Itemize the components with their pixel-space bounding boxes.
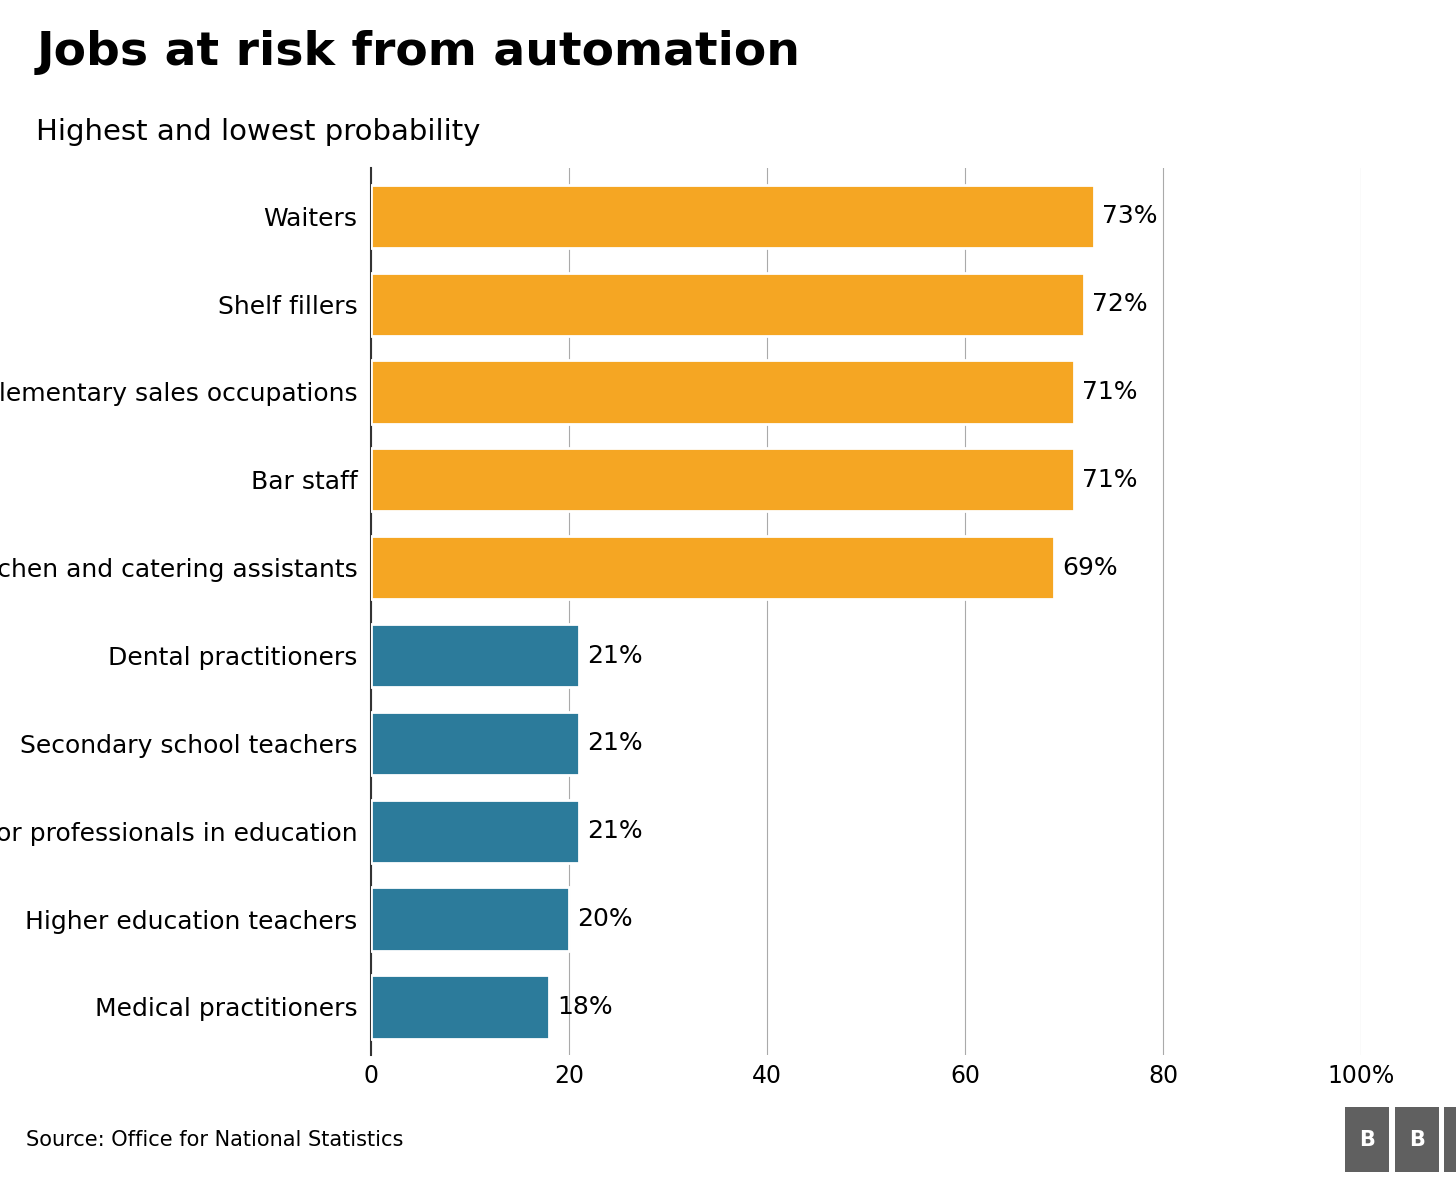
Bar xyxy=(371,975,549,1039)
Bar xyxy=(371,361,1075,424)
Bar xyxy=(371,272,1085,336)
Text: 71%: 71% xyxy=(1082,467,1137,492)
Bar xyxy=(1345,1107,1389,1172)
Bar xyxy=(371,536,1054,600)
Text: Jobs at risk from automation: Jobs at risk from automation xyxy=(36,30,801,75)
Text: B: B xyxy=(1360,1130,1374,1150)
Bar xyxy=(371,623,579,687)
Text: 73%: 73% xyxy=(1102,205,1158,228)
Bar xyxy=(1395,1107,1439,1172)
Text: 20%: 20% xyxy=(577,907,633,931)
Text: Highest and lowest probability: Highest and lowest probability xyxy=(36,118,480,147)
Text: 18%: 18% xyxy=(558,995,613,1019)
Text: 71%: 71% xyxy=(1082,380,1137,405)
Bar xyxy=(371,712,579,775)
Bar xyxy=(371,800,579,862)
Text: 69%: 69% xyxy=(1063,556,1118,580)
Bar xyxy=(371,448,1075,511)
Text: B: B xyxy=(1409,1130,1424,1150)
Text: 21%: 21% xyxy=(587,819,642,843)
Text: 72%: 72% xyxy=(1092,292,1147,316)
Bar xyxy=(1444,1107,1456,1172)
Text: Source: Office for National Statistics: Source: Office for National Statistics xyxy=(26,1130,403,1150)
Bar xyxy=(371,185,1093,248)
Text: 21%: 21% xyxy=(587,644,642,667)
Text: 21%: 21% xyxy=(587,731,642,756)
Bar xyxy=(371,887,569,951)
